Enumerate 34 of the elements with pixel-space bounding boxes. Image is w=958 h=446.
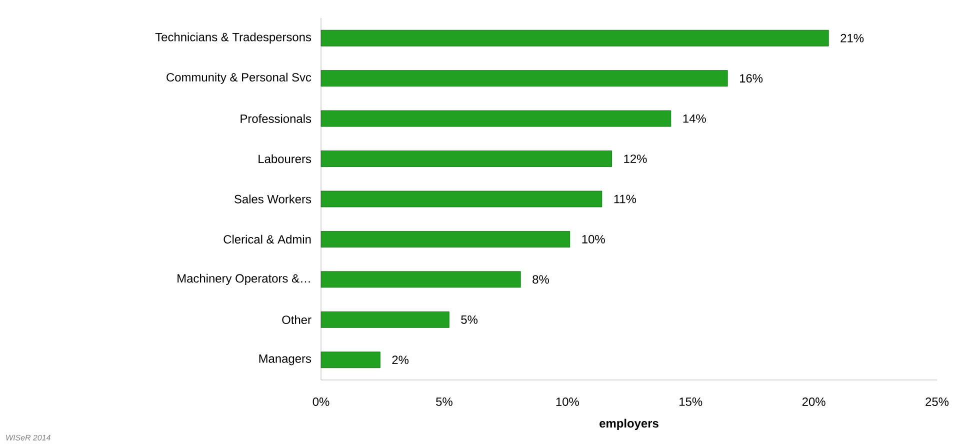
x-tick-label: 5% bbox=[436, 398, 452, 406]
bar bbox=[320, 110, 672, 127]
bar bbox=[320, 190, 602, 208]
y-tick-label: Labourers bbox=[258, 154, 312, 164]
y-tick-label: Clerical & Admin bbox=[224, 234, 311, 244]
y-tick-label: Professionals bbox=[240, 114, 312, 123]
data-label: 12% bbox=[624, 154, 647, 163]
y-tick-label: Technicians & Tradespersons bbox=[155, 32, 312, 44]
x-tick-label: 25% bbox=[926, 398, 949, 406]
x-tick-label: 10% bbox=[556, 398, 579, 406]
data-label: 10% bbox=[582, 234, 605, 244]
y-tick-label: Other bbox=[282, 315, 312, 324]
x-tick-label: 15% bbox=[680, 398, 702, 406]
bar bbox=[320, 70, 728, 87]
bar bbox=[320, 311, 450, 328]
x-tick-label: 0% bbox=[312, 398, 330, 406]
bar bbox=[320, 150, 612, 167]
data-label: 16% bbox=[740, 74, 763, 83]
data-label: 11% bbox=[614, 194, 636, 204]
bar bbox=[320, 271, 521, 288]
x-tick-label: 20% bbox=[802, 398, 826, 406]
data-label: 21% bbox=[840, 34, 864, 42]
y-tick-label: Community & Personal Svc bbox=[166, 72, 312, 84]
y-tick-label: Machinery Operators &… bbox=[178, 274, 310, 286]
y-tick-label: Managers bbox=[259, 354, 312, 366]
x-axis-title: employers bbox=[600, 418, 658, 430]
y-tick-label: Sales Workers bbox=[234, 194, 312, 204]
data-label: 2% bbox=[392, 356, 409, 364]
data-label: 14% bbox=[683, 114, 706, 123]
data-label: 5% bbox=[461, 315, 478, 324]
bar bbox=[320, 352, 380, 368]
bar bbox=[320, 30, 829, 46]
bar bbox=[320, 231, 570, 248]
data-label: 8% bbox=[532, 275, 549, 284]
